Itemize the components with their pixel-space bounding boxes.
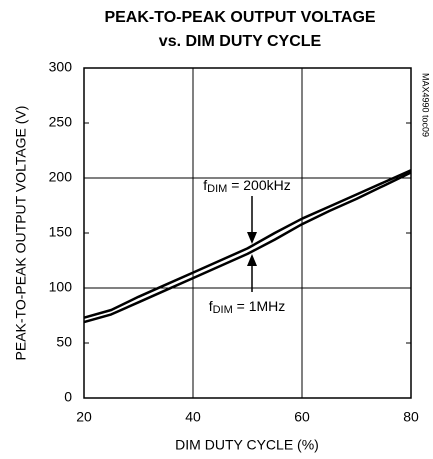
arrow-head <box>247 232 257 244</box>
annotation: fDIM = 200kHz <box>203 177 291 195</box>
y-tick-label: 150 <box>49 224 73 240</box>
x-axis-label: DIM DUTY CYCLE (%) <box>175 437 319 453</box>
y-tick-label: 50 <box>56 334 72 350</box>
y-axis-label: PEAK-TO-PEAK OUTPUT VOLTAGE (V) <box>13 106 29 361</box>
x-tick-label: 60 <box>294 409 310 425</box>
x-tick-label: 80 <box>403 409 419 425</box>
y-tick-label: 200 <box>49 169 73 185</box>
arrow-head <box>247 254 257 266</box>
y-tick-label: 0 <box>64 389 72 405</box>
y-tick-label: 300 <box>49 59 73 75</box>
line-series <box>83 169 412 319</box>
y-tick-label: 250 <box>49 114 73 130</box>
annotation: fDIM = 1MHz <box>209 298 286 316</box>
y-tick-label: 100 <box>49 279 73 295</box>
x-tick-label: 20 <box>76 409 92 425</box>
chart-title: PEAK-TO-PEAK OUTPUT VOLTAGE <box>104 9 375 26</box>
line-series <box>83 171 412 324</box>
side-note: MAX4990 toc09 <box>421 73 431 137</box>
chart-title: vs. DIM DUTY CYCLE <box>159 33 322 50</box>
x-tick-label: 40 <box>185 409 201 425</box>
